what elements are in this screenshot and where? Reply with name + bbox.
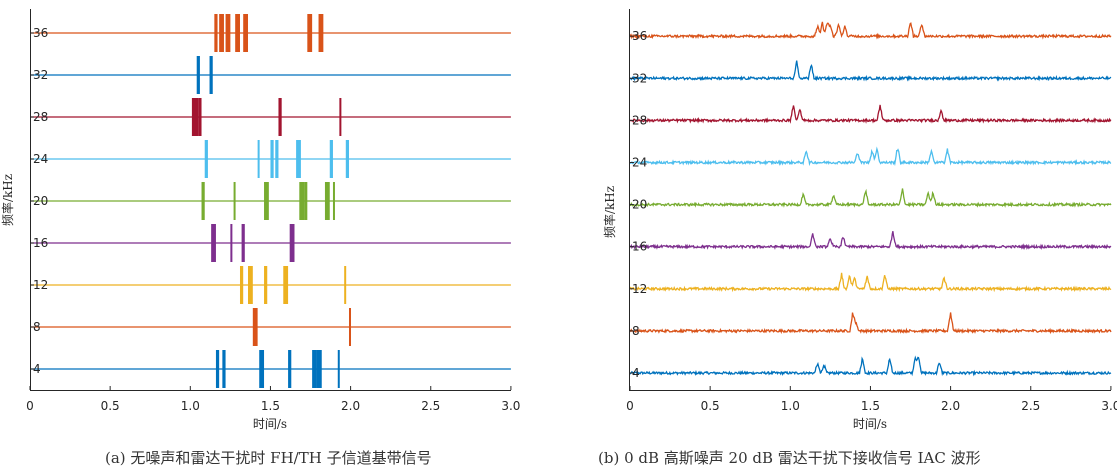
chart-b-series-12-trace [630,273,1111,290]
chart-b-series-group [630,22,1111,374]
chart-a-y-tick-label: 8 [33,320,41,334]
chart-a-pulse-36 [319,14,324,52]
chart-b-y-tick-label: 28 [632,113,647,127]
chart-b-series-24-trace [630,149,1111,164]
chart-a-y-tick-label: 24 [33,152,48,166]
chart-a-x-tick-label: 2.5 [421,399,440,413]
chart-a-x-tick-label: 2.0 [341,399,360,413]
chart-a-y-tick-label: 12 [33,278,48,292]
chart-a-pulse-24 [205,140,208,178]
chart-b-y-ticks: 4 8 12 16 20 24 28 32 36 [630,29,647,380]
chart-a-y-tick-label: 20 [33,194,48,208]
chart-a-xlabel: 时间/s [253,417,287,431]
chart-a-pulse-20 [234,182,236,220]
chart-a-pulse-24 [258,140,260,178]
chart-a-y-tick-label: 32 [33,68,48,82]
chart-a-x-tick-label: 0 [26,399,34,413]
chart-a-pulse-16 [230,224,232,262]
chart-a-pulse-20 [304,182,307,220]
chart-b-x-tick-label: 0.5 [701,399,720,413]
chart-a: 0 0.5 1.0 1.5 2.0 2.5 3.0 4 8 12 16 20 24 28 32 36 时间/… [0,9,520,431]
chart-b-x-tick-label: 2.0 [941,399,960,413]
chart-b-series-8-trace [630,312,1111,332]
chart-b-x-tick-label: 0 [626,399,634,413]
chart-a-pulse-20 [333,182,335,220]
chart-b-ylabel: 频率/kHz [602,186,617,238]
chart-a-pulse-4 [222,350,225,388]
chart-a-pulse-12 [248,266,253,304]
chart-b-xlabel: 时间/s [853,417,887,431]
chart-b-y-tick-label: 36 [632,29,647,43]
chart-a-pulse-16 [211,224,216,262]
chart-b-series-36-trace [630,22,1111,38]
chart-a-y-tick-label: 16 [33,236,48,250]
chart-a-y-tick-label: 4 [33,362,41,376]
chart-a-pulse-12 [344,266,346,304]
chart-a-pulse-4 [288,350,291,388]
chart-a-pulse-8 [349,308,351,346]
chart-b-series-4-trace [630,357,1111,374]
chart-a-pulse-36 [226,14,231,52]
chart-b-x-tick-label: 1.0 [781,399,800,413]
chart-a-pulse-12 [240,266,243,304]
chart-b-x-tick-label: 2.5 [1021,399,1040,413]
chart-a-pulse-36 [235,14,240,52]
chart-b-series-28-trace [630,105,1111,122]
chart-a-pulse-4 [338,350,340,388]
chart-b-y-tick-label: 32 [632,71,647,85]
chart-b-y-tick-label: 20 [632,198,647,212]
chart-a-y-tick-label: 28 [33,110,48,124]
chart-a-pulse-36 [307,14,312,52]
chart-b-y-tick-label: 16 [632,240,647,254]
chart-a-pulse-28 [339,98,341,136]
chart-a-pulse-20 [325,182,330,220]
chart-a-y-tick-label: 36 [33,26,48,40]
chart-a-pulse-24 [296,140,301,178]
chart-a-pulse-24 [270,140,273,178]
chart-b-y-tick-label: 8 [632,324,640,338]
chart-a-pulse-24 [330,140,333,178]
chart-a-ylabel: 频率/kHz [0,174,15,226]
chart-a-x-tick-label: 0.5 [101,399,120,413]
chart-b: 0 0.5 1.0 1.5 2.0 2.5 3.0 4 8 12 16 20 24 28 32 36 时间/… [602,9,1117,431]
caption-b: (b) 0 dB 高斯噪声 20 dB 雷达干扰下接收信号 IAC 波形 [598,447,981,468]
chart-a-pulse-20 [202,182,205,220]
chart-a-pulse-12 [264,266,267,304]
chart-a-pulse-36 [214,14,217,52]
chart-b-series-32-trace [630,61,1111,80]
chart-a-pulse-32 [197,56,200,94]
chart-a-pulse-4 [216,350,219,388]
chart-a-pulse-36 [219,14,224,52]
chart-a-pulse-24 [275,140,278,178]
chart-b-x-tick-label: 3.0 [1101,399,1117,413]
chart-a-pulse-20 [264,182,269,220]
chart-a-pulse-20 [299,182,304,220]
chart-a-pulse-24 [346,140,349,178]
chart-b-y-tick-label: 12 [632,282,647,296]
chart-a-pulse-4 [259,350,264,388]
chart-a-pulse-36 [243,14,248,52]
caption-a: (a) 无噪声和雷达干扰时 FH/TH 子信道基带信号 [105,447,432,468]
chart-b-x-tick-label: 1.5 [861,399,880,413]
chart-a-pulse-28 [192,98,198,136]
chart-a-pulse-16 [290,224,295,262]
chart-a-pulse-28 [278,98,281,136]
chart-a-x-tick-label: 1.5 [261,399,280,413]
chart-b-y-tick-label: 4 [632,366,640,380]
chart-a-pulse-4 [317,350,322,388]
chart-a-pulse-8 [253,308,258,346]
chart-a-pulse-12 [283,266,288,304]
chart-b-y-tick-label: 24 [632,156,647,170]
chart-a-y-ticks: 4 8 12 16 20 24 28 32 36 [30,26,48,376]
chart-a-series-group [30,14,511,388]
chart-a-pulse-16 [242,224,245,262]
chart-a-x-tick-label: 1.0 [181,399,200,413]
chart-a-x-tick-label: 3.0 [501,399,520,413]
chart-b-series-16-trace [630,231,1111,248]
chart-a-pulse-32 [210,56,213,94]
chart-b-series-20-trace [630,189,1111,206]
chart-a-pulse-4 [312,350,317,388]
chart-a-pulse-28 [198,98,201,136]
